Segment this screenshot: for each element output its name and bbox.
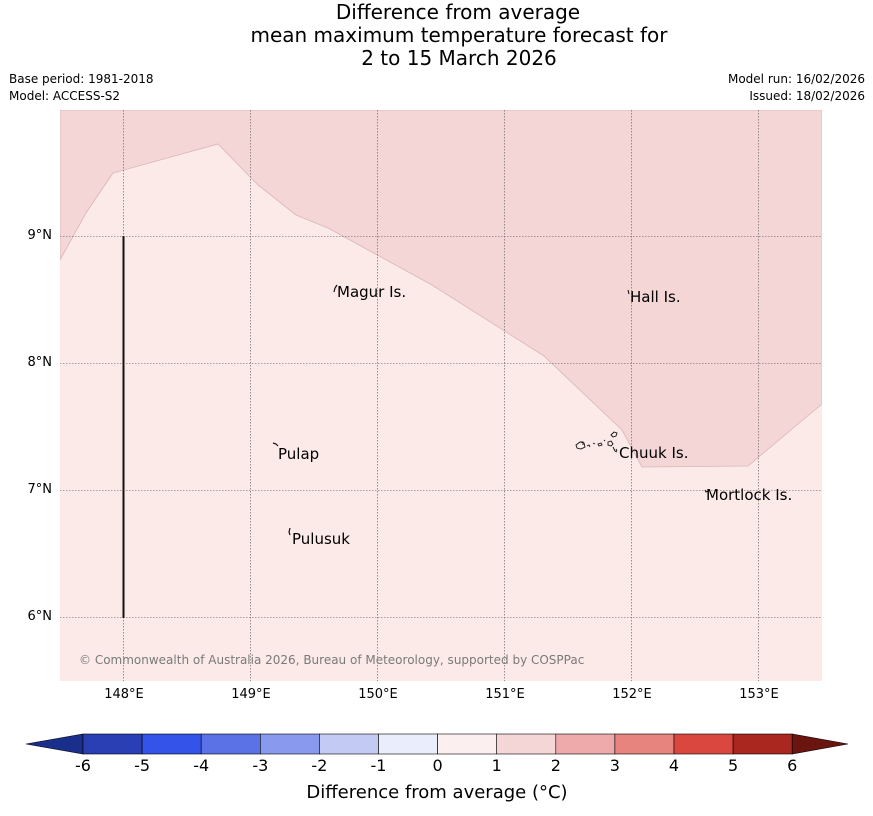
magur-islands-shape xyxy=(333,284,338,293)
model-text: Model: ACCESS-S2 xyxy=(9,89,121,103)
lon-tick-150e: 150°E xyxy=(358,687,398,702)
colorbar-tick-label: -3 xyxy=(252,756,269,775)
lon-tick-148e: 148°E xyxy=(104,687,144,702)
title-line-2: mean maximum temperature forecast for xyxy=(250,23,668,47)
lat-tick-6n: 6°N xyxy=(27,609,53,624)
place-label-hall: Hall Is. xyxy=(630,288,681,306)
chuuk-islands-shape xyxy=(575,431,618,453)
colorbar-tick-label: 1 xyxy=(491,756,502,775)
colorbar-tick-label: -6 xyxy=(75,756,91,775)
mortlock-shape xyxy=(704,489,709,493)
lon-tick-151e: 151°E xyxy=(485,687,525,702)
colorbar-title: Difference from average (°C) xyxy=(306,782,568,803)
colorbar-segment xyxy=(732,733,793,755)
colorbar-tick-label: 0 xyxy=(432,756,443,775)
colorbar-segment xyxy=(378,733,438,755)
place-label-chuuk: Chuuk Is. xyxy=(619,444,689,462)
colorbar-tick-label: -4 xyxy=(193,756,210,775)
pulusuk-shape xyxy=(288,527,291,536)
pulap-shape xyxy=(272,442,279,447)
colorbar-tick-label: -1 xyxy=(370,756,387,775)
meta-right: Model run: 16/02/2026 Issued: 18/02/2026 xyxy=(728,71,865,105)
place-label-mortlock: Mortlock Is. xyxy=(706,486,793,504)
colorbar-tick-label: 4 xyxy=(668,756,680,775)
lon-tick-152e: 152°E xyxy=(612,687,652,702)
colorbar-segment xyxy=(437,733,498,755)
place-label-pulap: Pulap xyxy=(278,445,320,463)
issued-text: Issued: 18/02/2026 xyxy=(749,89,865,103)
base-period-text: Base period: 1981-2018 xyxy=(9,72,154,86)
colorbar-tick-label: 6 xyxy=(787,756,798,775)
lat-tick-7n: 7°N xyxy=(27,482,53,497)
model-run-text: Model run: 16/02/2026 xyxy=(727,72,865,86)
colorbar-tick-label: -5 xyxy=(134,756,151,775)
copyright-credit: © Commonwealth of Australia 2026, Bureau… xyxy=(79,653,585,667)
title-line-1: Difference from average xyxy=(335,0,581,24)
colorbar-segment xyxy=(673,733,734,755)
forecast-map: Magur Is. Hall Is. Pulap Chuuk Is. Mortl… xyxy=(60,110,822,681)
lon-tick-153e: 153°E xyxy=(739,687,779,702)
colorbar-extend-high xyxy=(791,733,849,755)
place-label-magur: Magur Is. xyxy=(337,283,407,301)
colorbar-tick-label: -2 xyxy=(311,756,328,775)
colorbar-tick-label: 5 xyxy=(728,756,739,775)
colorbar-tick-label: 3 xyxy=(609,756,620,775)
colorbar-tick-label: 2 xyxy=(550,756,561,775)
title-line-3: 2 to 15 March 2026 xyxy=(361,46,557,70)
place-label-pulusuk: Pulusuk xyxy=(292,530,350,548)
map-canvas xyxy=(60,110,822,681)
hall-islands-shape xyxy=(627,289,630,295)
colorbar-segment xyxy=(614,733,675,755)
colorbar-segment xyxy=(496,733,557,755)
colorbar-segment xyxy=(259,733,320,755)
colorbar xyxy=(25,733,849,755)
lat-tick-9n: 9°N xyxy=(27,228,53,243)
colorbar-segment xyxy=(82,733,143,755)
colorbar-segment xyxy=(200,733,261,755)
colorbar-extend-low xyxy=(25,733,84,755)
meta-left: Base period: 1981-2018 Model: ACCESS-S2 xyxy=(9,71,154,105)
lon-tick-149e: 149°E xyxy=(231,687,271,702)
colorbar-segment xyxy=(555,733,616,755)
colorbar-segment xyxy=(319,733,379,755)
colorbar-segment xyxy=(141,733,202,755)
lat-tick-8n: 8°N xyxy=(27,355,53,370)
